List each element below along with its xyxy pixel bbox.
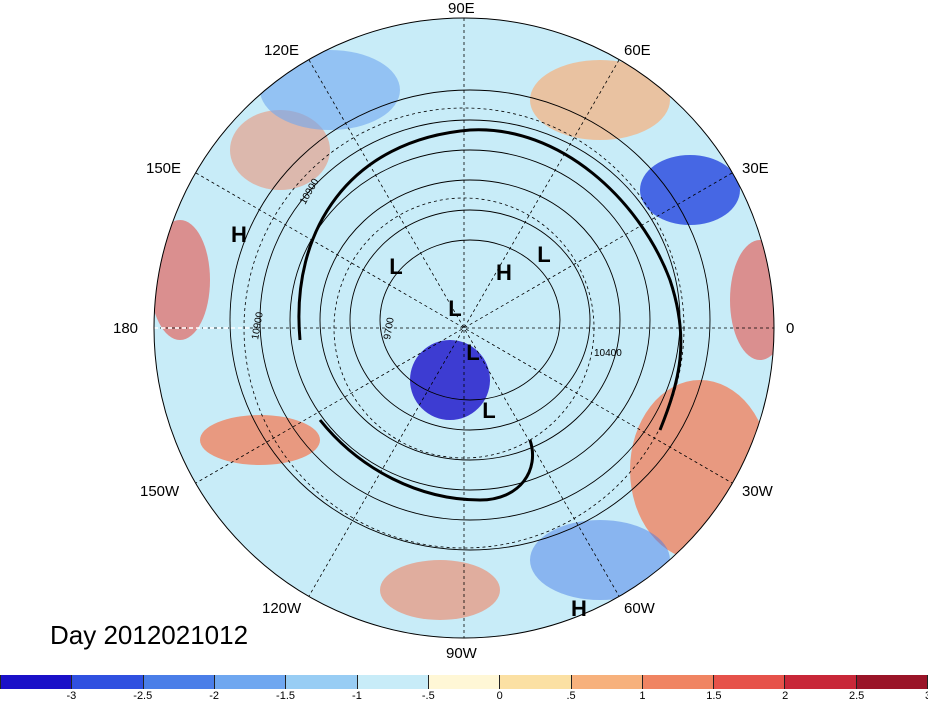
colorbar-swatch: [357, 675, 429, 689]
colorbar-swatch: [143, 675, 215, 689]
contour-label: 10900: [250, 311, 266, 341]
colorbar-swatch: [785, 675, 857, 689]
lon-label-60w: 60W: [624, 600, 655, 617]
colorbar-tick-label: 0: [496, 690, 503, 702]
pressure-high: H: [496, 260, 512, 285]
colorbar-tick-label: 2: [782, 690, 789, 702]
colorbar-swatch: [72, 675, 144, 689]
pressure-low: L: [448, 296, 461, 321]
colorbar-swatch: [714, 675, 786, 689]
pressure-high: H: [231, 222, 247, 247]
colorbar-tick-label: 1: [639, 690, 646, 702]
colorbar-tick-label: -3: [66, 690, 77, 702]
lon-label-0: 0: [786, 320, 795, 337]
pressure-low: L: [482, 398, 495, 423]
polar-map: H L L H L L L H 10900 10900 9700 10400: [153, 17, 775, 639]
pressure-low: L: [537, 242, 550, 267]
lon-label-150w: 150W: [140, 483, 180, 500]
colorbar-tick-label: -2: [209, 690, 220, 702]
lon-label-30e: 30E: [742, 160, 769, 177]
colorbar-swatch: [286, 675, 358, 689]
date-label: Day 2012021012: [50, 620, 249, 650]
lon-label-120w: 120W: [262, 600, 302, 617]
colorbar-swatch: [214, 675, 287, 689]
lon-label-30w: 30W: [742, 483, 773, 500]
colorbar-tick-label: 2.5: [848, 690, 865, 702]
colorbar: [0, 675, 928, 689]
contour-label: 9700: [382, 316, 397, 340]
colorbar-tick-label: -.5: [421, 690, 435, 702]
lon-label-120e: 120E: [264, 42, 300, 59]
colorbar-tick-label: -1.5: [276, 690, 296, 702]
colorbar-tick-label: 1.5: [706, 690, 722, 702]
colorbar-swatch: [642, 675, 715, 689]
colorbar-tick-label: -1: [352, 690, 362, 702]
pressure-high: H: [571, 596, 587, 621]
colorbar-swatch: [500, 675, 572, 689]
colorbar-tick-label: 3: [925, 690, 928, 702]
colorbar-swatch: [0, 675, 73, 689]
colorbar-swatch: [428, 675, 501, 689]
colorbar-swatch: [856, 675, 928, 689]
colorbar-tick-label: .5: [566, 690, 576, 702]
contour-label: 10400: [594, 348, 622, 359]
lon-label-90w: 90W: [446, 645, 477, 662]
lon-label-150e: 150E: [146, 160, 182, 177]
pressure-low: L: [389, 254, 402, 279]
lon-label-60e: 60E: [624, 42, 651, 59]
lon-label-90e: 90E: [448, 0, 475, 17]
colorbar-swatch: [571, 675, 643, 689]
lon-label-180: 180: [113, 320, 139, 337]
pressure-low: L: [466, 340, 479, 365]
colorbar-tick-label: -2.5: [133, 690, 153, 702]
